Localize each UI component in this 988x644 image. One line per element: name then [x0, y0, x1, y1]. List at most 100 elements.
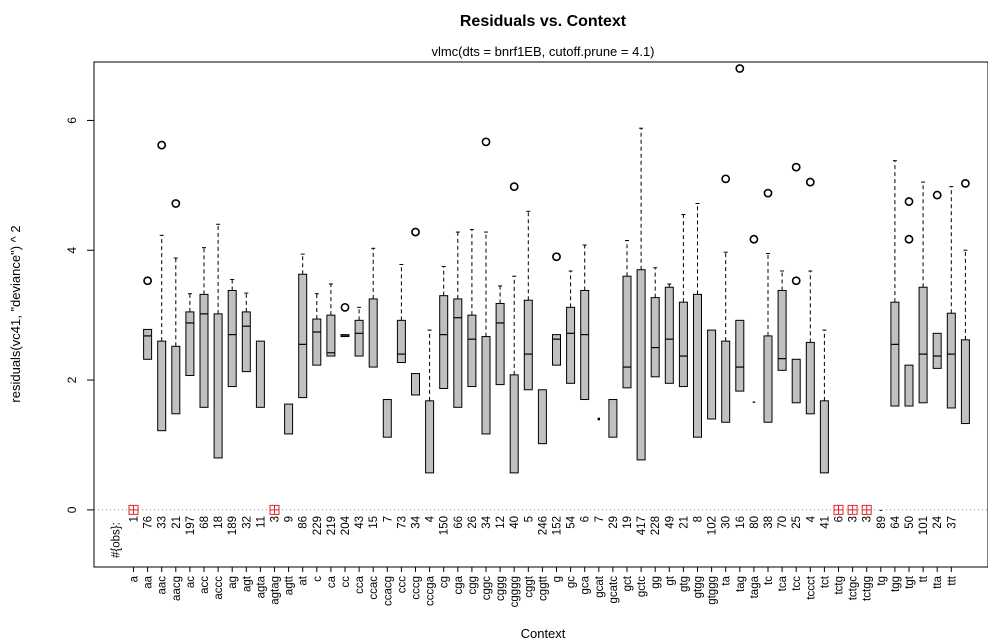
chart-title: Residuals vs. Context — [460, 13, 627, 30]
box-body — [777, 289, 787, 371]
x-tick-label-cc: cc — [340, 576, 352, 588]
box-ac — [185, 293, 195, 377]
box-body — [284, 403, 294, 435]
box-body — [580, 289, 590, 401]
obs-count-ccc: 73 — [396, 516, 408, 529]
box-cggtt — [537, 389, 547, 445]
x-category-labels: a aa aac aacg ac acc accc ag agt agta agtag agtt at c… — [129, 566, 958, 607]
x-tick-label-tgt: tgt — [904, 575, 916, 589]
box-tct — [819, 329, 829, 474]
x-tick-label-gc: gc — [566, 576, 578, 588]
box-body — [597, 417, 600, 421]
obs-count-tctg: 6 — [834, 516, 846, 522]
x-tick-label-gtggg: gtggg — [707, 576, 719, 605]
obs-count-cccg: 34 — [411, 515, 423, 528]
box-cc — [340, 302, 350, 338]
obs-count-cgg: 26 — [467, 516, 479, 529]
x-tick-label-taga: taga — [749, 575, 761, 598]
obs-count-ccacg: 7 — [382, 516, 394, 522]
box-cggt — [523, 210, 533, 391]
obs-count-ca: 219 — [326, 516, 338, 535]
x-tick-label-cca: cca — [354, 575, 366, 594]
box-a — [128, 504, 139, 515]
obs-count-gg: 228 — [650, 516, 662, 535]
box-body — [735, 319, 745, 392]
observation-counts: #{obs}:1 76 33 21 197 68 18 189 32 11 3 9 86 229 219 20… — [111, 515, 959, 558]
box-ccc — [396, 264, 406, 364]
obs-count-cccga: 4 — [425, 515, 437, 522]
x-tick-label-ccacg: ccacg — [382, 576, 394, 606]
x-tick-label-cgg: cgg — [467, 576, 479, 595]
box-body — [439, 295, 449, 389]
x-tick-label-tag: tag — [735, 576, 747, 592]
outlier-point — [509, 182, 519, 192]
box-body — [552, 334, 561, 366]
box-ccac — [368, 247, 378, 368]
obs-count-gctc: 417 — [636, 516, 648, 535]
box-body — [791, 358, 801, 404]
box-body — [608, 399, 618, 438]
outlier-point — [157, 140, 167, 150]
box-body — [143, 328, 153, 360]
x-tick-label-aacg: aacg — [171, 576, 183, 601]
box-body — [453, 298, 463, 408]
box-body — [960, 339, 970, 425]
box-body — [425, 400, 435, 474]
box-body — [904, 364, 914, 407]
box-tctgc — [847, 504, 858, 515]
box-acc — [199, 247, 209, 408]
x-tick-label-tca: tca — [777, 575, 789, 591]
box-aac — [157, 140, 167, 432]
box-agt — [241, 292, 251, 373]
obs-count-gt: 49 — [664, 516, 676, 529]
obs-count-c: 229 — [312, 516, 324, 535]
obs-count-a: 1 — [129, 516, 141, 522]
x-tick-label-ccac: ccac — [368, 576, 380, 600]
obs-count-gct: 19 — [622, 516, 634, 529]
x-tick-label-cggc: cggc — [481, 576, 493, 601]
box-body — [255, 340, 265, 408]
obs-count-label: #{obs}: — [111, 522, 123, 558]
x-tick-label-tta: tta — [932, 575, 944, 588]
box-agtt — [284, 403, 294, 435]
x-tick-label-cccga: cccga — [425, 575, 437, 606]
box-body — [495, 302, 505, 386]
obs-count-tcc: 25 — [791, 516, 803, 529]
box-ca — [326, 283, 336, 357]
obs-count-tca: 70 — [777, 516, 789, 529]
box-body — [213, 313, 223, 459]
outlier-point — [904, 197, 914, 206]
x-tick-label-tct: tct — [819, 575, 831, 588]
x-tick-label-gt: gt — [664, 575, 676, 585]
obs-count-tc: 38 — [763, 516, 775, 529]
box-tt — [918, 181, 928, 404]
obs-count-gtg: 21 — [678, 516, 690, 529]
box-cgggg — [509, 182, 519, 474]
outlier-point — [481, 137, 491, 147]
box-aa — [143, 276, 153, 360]
obs-count-gtggg: 102 — [707, 516, 719, 535]
obs-count-cggtt: 246 — [537, 516, 549, 535]
y-axis-label: residuals(vc41, "deviance") ^ 2 — [8, 225, 23, 402]
box-body — [326, 314, 336, 357]
outlier-point — [791, 276, 801, 286]
x-tick-label-ta: ta — [721, 575, 733, 585]
x-tick-label-accc: accc — [213, 576, 225, 600]
box-body — [481, 336, 491, 435]
x-tick-label-cga: cga — [453, 575, 465, 594]
box-c — [312, 293, 322, 366]
box-cgg — [467, 228, 477, 388]
box-cggg — [495, 285, 505, 386]
obs-count-gtgg: 8 — [693, 516, 705, 522]
box-taga — [749, 234, 759, 403]
boxes — [128, 64, 970, 515]
box-agta — [255, 340, 265, 408]
box-gg — [650, 267, 660, 378]
chart-subtitle: vlmc(dts = bnrf1EB, cutoff.prune = 4.1) — [431, 44, 654, 59]
x-tick-label-tc: tc — [763, 576, 775, 585]
box-at — [298, 253, 308, 399]
box-cca — [354, 306, 364, 357]
obs-count-ag: 189 — [227, 516, 239, 535]
obs-count-at: 86 — [298, 516, 310, 529]
box-body — [227, 289, 237, 388]
